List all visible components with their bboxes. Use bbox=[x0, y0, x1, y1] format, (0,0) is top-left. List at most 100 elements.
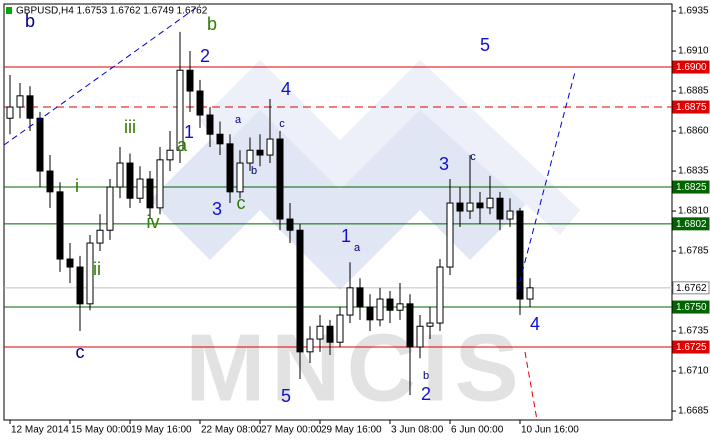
x-tick-label: 6 Jun 00:00 bbox=[451, 425, 504, 436]
y-tick-label: 1.6735 bbox=[678, 326, 709, 337]
candle-body bbox=[406, 303, 414, 348]
wave-label: 3 bbox=[439, 154, 449, 174]
wave-label: 5 bbox=[281, 386, 291, 406]
wave-label: iv bbox=[147, 212, 160, 232]
candle-body bbox=[286, 218, 294, 231]
candle-body bbox=[16, 95, 24, 108]
candle-body bbox=[346, 287, 354, 316]
wave-label: b bbox=[423, 370, 429, 382]
candle-body bbox=[416, 325, 424, 348]
candle-body bbox=[156, 159, 164, 209]
level-label-box bbox=[672, 281, 710, 295]
candle-body bbox=[486, 197, 494, 209]
plot-frame bbox=[3, 3, 673, 421]
y-tick-label: 1.6710 bbox=[678, 366, 709, 377]
level-label-box bbox=[672, 340, 710, 354]
candle-body bbox=[276, 138, 284, 220]
level-label-box bbox=[672, 180, 710, 194]
x-tick-label: 10 Jun 16:00 bbox=[521, 425, 579, 436]
y-tick-label: 1.6910 bbox=[678, 46, 709, 57]
candle-body bbox=[116, 162, 124, 188]
trend-line bbox=[524, 351, 538, 421]
candle-body bbox=[316, 325, 324, 340]
trend-line bbox=[516, 71, 576, 293]
candle-body bbox=[96, 229, 104, 244]
candle-body bbox=[86, 242, 94, 305]
candle-body bbox=[146, 178, 154, 209]
candle-body bbox=[106, 186, 114, 231]
x-tick-label: 15 May 00:00 bbox=[71, 425, 132, 436]
candle-body bbox=[396, 303, 404, 311]
candle-body bbox=[386, 298, 394, 311]
wave-label: b bbox=[251, 165, 257, 177]
y-tick-label: 1.6785 bbox=[678, 246, 709, 257]
wave-label: b bbox=[207, 14, 217, 34]
levels bbox=[4, 66, 672, 348]
candle-body bbox=[76, 266, 84, 305]
y-tick-label: 1.6860 bbox=[678, 126, 709, 137]
candle-body bbox=[376, 298, 384, 321]
candle-body bbox=[296, 229, 304, 353]
candle-body bbox=[256, 149, 264, 156]
candle-body bbox=[206, 114, 214, 135]
wave-label: c bbox=[279, 118, 285, 130]
candle-body bbox=[466, 202, 474, 212]
candle-body bbox=[436, 266, 444, 324]
wave-label: a bbox=[235, 114, 242, 126]
wave-label: 2 bbox=[421, 384, 431, 404]
level-label-box bbox=[672, 60, 710, 74]
level-label-box bbox=[672, 217, 710, 231]
candle-body bbox=[336, 314, 344, 343]
level-label: 1.6802 bbox=[676, 219, 707, 230]
watermark-logo bbox=[150, 60, 580, 290]
candle-body bbox=[126, 162, 134, 199]
wave-label: b bbox=[25, 11, 35, 31]
wave-label: c bbox=[76, 342, 85, 362]
candle-body bbox=[36, 117, 44, 172]
level-label: 1.6762 bbox=[676, 283, 707, 294]
candle-body bbox=[516, 210, 524, 300]
y-tick-label: 1.6935 bbox=[678, 6, 709, 17]
wave-label: a bbox=[354, 242, 361, 254]
candle-body bbox=[136, 178, 144, 199]
candle-body bbox=[366, 306, 374, 321]
y-tick-label: 1.6685 bbox=[678, 406, 709, 417]
wave-label: c bbox=[470, 151, 476, 163]
x-tick-label: 12 May 2014 bbox=[11, 425, 69, 436]
y-tick-label: 1.6810 bbox=[678, 206, 709, 217]
symbol-icon bbox=[6, 7, 12, 14]
candle-body bbox=[186, 69, 194, 92]
wave-label: iii bbox=[124, 117, 136, 137]
wave-label: 4 bbox=[281, 79, 291, 99]
candle-body bbox=[46, 170, 54, 193]
candle-body bbox=[356, 287, 364, 308]
candle-body bbox=[456, 202, 464, 212]
wave-label: 1 bbox=[184, 122, 194, 142]
wave-label: a bbox=[177, 135, 188, 155]
candle-body bbox=[476, 202, 484, 209]
wave-label: c bbox=[237, 193, 246, 213]
candle-body bbox=[496, 197, 504, 220]
candle-body bbox=[176, 69, 184, 151]
logo-shape bbox=[200, 60, 580, 235]
y-tick-label: 1.6885 bbox=[678, 86, 709, 97]
wave-label: 2 bbox=[200, 46, 210, 66]
wave-label: 3 bbox=[212, 199, 222, 219]
x-tick-label: 29 May 16:00 bbox=[321, 425, 382, 436]
candle-body bbox=[26, 95, 34, 119]
candle-body bbox=[246, 149, 254, 164]
candle-body bbox=[66, 258, 74, 268]
candle-body bbox=[506, 210, 514, 220]
level-label: 1.6900 bbox=[676, 62, 707, 73]
level-label: 1.6825 bbox=[676, 182, 707, 193]
candle-body bbox=[56, 191, 64, 260]
x-tick-label: 19 May 16:00 bbox=[131, 425, 192, 436]
x-tick-label: 3 Jun 08:00 bbox=[391, 425, 444, 436]
y-tick-label: 1.6835 bbox=[678, 166, 709, 177]
wave-label: i bbox=[75, 176, 79, 196]
trend-line bbox=[3, 4, 201, 146]
level-label: 1.6875 bbox=[676, 102, 707, 113]
watermark-text: MNCIS bbox=[185, 314, 524, 421]
